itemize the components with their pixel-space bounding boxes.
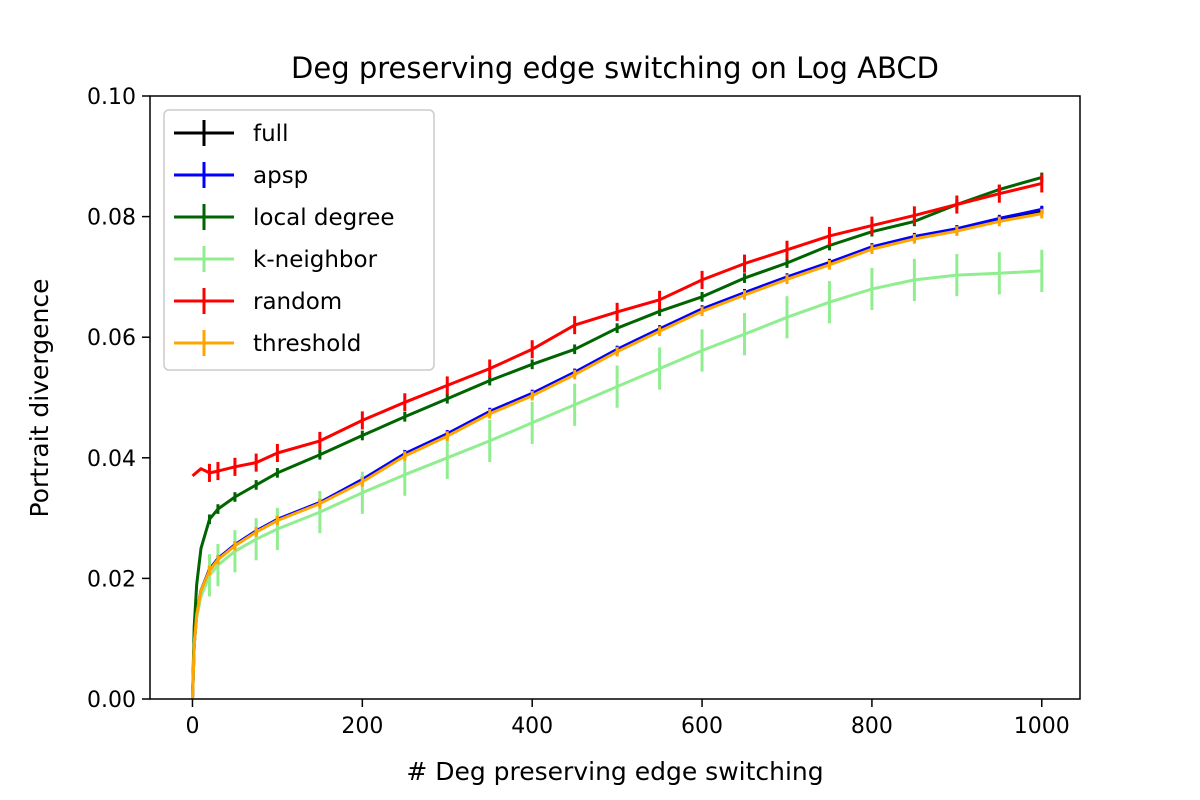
series-random: [191, 174, 1044, 482]
x-tick-label: 400: [511, 714, 553, 739]
y-tick-label: 0.08: [87, 206, 136, 231]
series-k-neighbor: [191, 249, 1044, 700]
x-tick-label: 200: [341, 714, 383, 739]
series-layer: [191, 172, 1044, 700]
y-axis: 0.00 0.02 0.04 0.06 0.08 0.10: [87, 85, 150, 713]
y-tick-label: 0.02: [87, 567, 136, 592]
chart-title: Deg preserving edge switching on Log ABC…: [291, 51, 939, 85]
y-tick-label: 0.04: [87, 447, 136, 472]
x-tick-label: 0: [185, 714, 199, 739]
legend-label: random: [253, 289, 342, 315]
legend-label: threshold: [253, 331, 361, 357]
legend-label: apsp: [253, 163, 308, 189]
series-threshold: [191, 208, 1044, 700]
legend-label: k-neighbor: [253, 247, 378, 273]
x-tick-label: 800: [851, 714, 893, 739]
y-axis-label: Portrait divergence: [25, 279, 54, 518]
x-tick-label: 1000: [1014, 714, 1070, 739]
legend-label: local degree: [253, 205, 395, 231]
y-tick-label: 0.10: [87, 85, 136, 110]
y-tick-label: 0.06: [87, 326, 136, 351]
y-tick-label: 0.00: [87, 688, 136, 713]
x-axis: 0 200 400 600 800 1000: [185, 699, 1070, 739]
x-tick-label: 600: [681, 714, 723, 739]
legend: full apsp local degree k-neighbor random thre…: [163, 109, 435, 371]
x-axis-label: # Deg preserving edge switching: [406, 757, 823, 786]
plot-frame: [149, 95, 1081, 700]
legend-label: full: [253, 121, 288, 147]
